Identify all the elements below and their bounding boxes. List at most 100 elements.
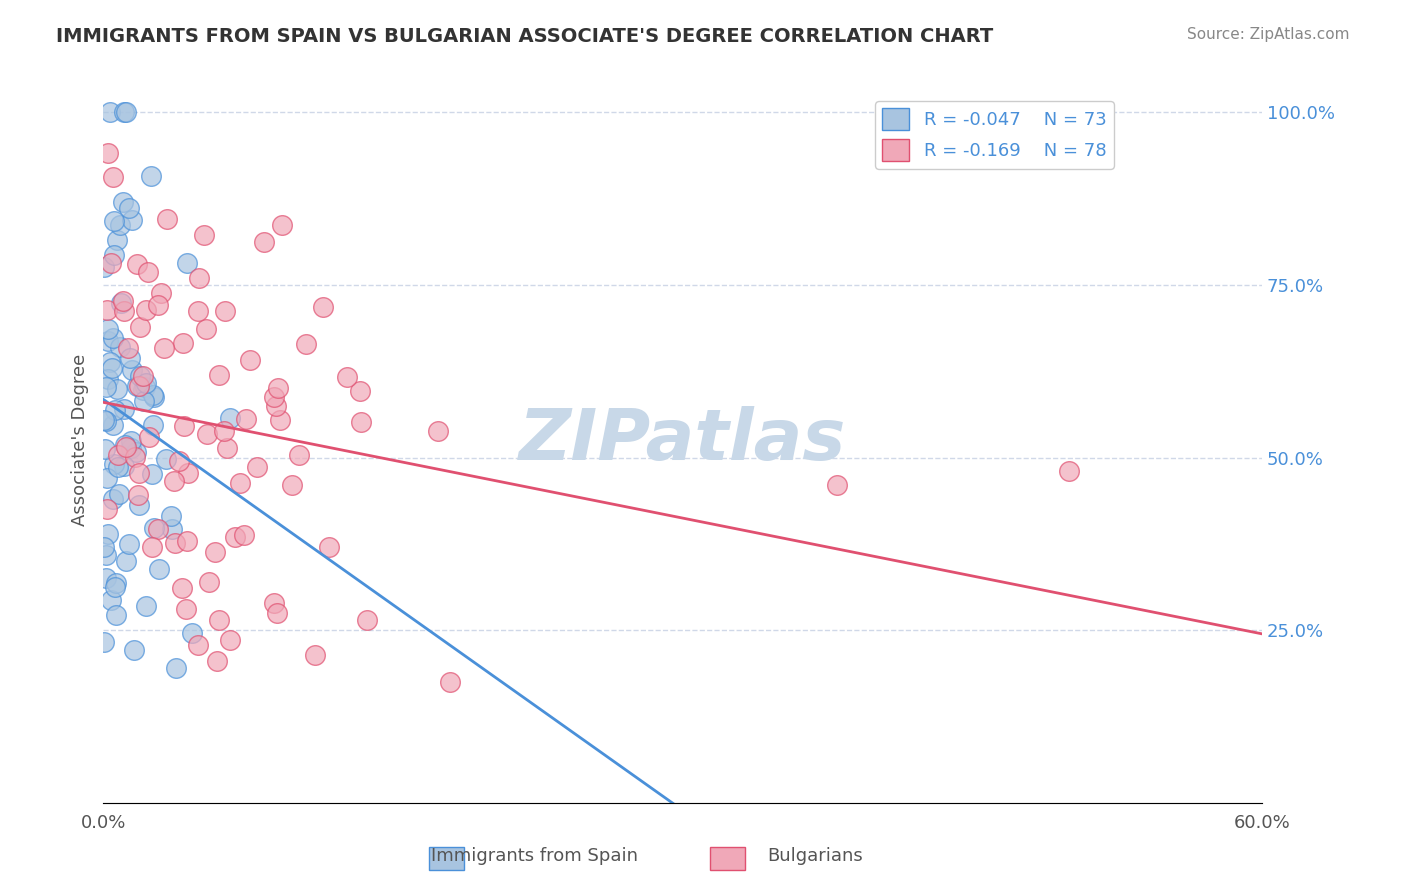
Point [129, 319, 152, 334]
Point [170, 582, 193, 596]
Point [139, 169, 162, 184]
Point [97, 527, 120, 541]
Point [128, 498, 150, 512]
Point [105, 233, 128, 247]
Point [228, 476, 250, 491]
Point [118, 351, 141, 365]
Point [136, 265, 159, 279]
Point [246, 460, 269, 475]
Point [94, 571, 117, 585]
Point [163, 474, 186, 488]
Point [115, 554, 138, 568]
Point [141, 540, 163, 554]
Point [1057, 465, 1080, 479]
Point [93, 635, 115, 649]
Point [124, 445, 146, 459]
Point [98, 105, 121, 120]
Point [107, 460, 129, 475]
Point [104, 581, 127, 595]
Point [266, 606, 288, 620]
Point [132, 383, 155, 397]
Point [155, 451, 177, 466]
Point [162, 522, 184, 536]
Point [224, 530, 246, 544]
Point [142, 521, 165, 535]
Point [135, 599, 157, 614]
Point [118, 202, 141, 216]
Point [142, 387, 165, 401]
Point [197, 574, 219, 589]
Point [103, 331, 125, 345]
Point [97, 322, 120, 336]
Point [173, 418, 195, 433]
Point [118, 537, 141, 551]
Point [121, 363, 143, 377]
Point [825, 478, 848, 492]
Point [100, 593, 122, 607]
Point [253, 235, 276, 250]
Point [263, 390, 285, 404]
Point [107, 448, 129, 462]
Point [194, 322, 217, 336]
Point [269, 413, 291, 427]
Point [114, 438, 136, 452]
Point [212, 425, 235, 439]
Point [103, 403, 125, 417]
Y-axis label: Associate's Degree: Associate's Degree [72, 354, 89, 526]
Point [312, 300, 335, 314]
Point [128, 466, 150, 480]
Point [93, 442, 115, 456]
Point [98, 354, 121, 368]
Point [93, 540, 115, 554]
Point [439, 675, 461, 690]
Point [124, 450, 146, 464]
Point [125, 378, 148, 392]
Point [141, 467, 163, 482]
Point [112, 459, 135, 474]
Point [267, 381, 290, 395]
Point [187, 638, 209, 652]
Point [356, 613, 378, 627]
Legend: R = -0.047    N = 73, R = -0.169    N = 78: R = -0.047 N = 73, R = -0.169 N = 78 [875, 101, 1114, 169]
Point [120, 434, 142, 448]
Point [177, 466, 200, 480]
Point [94, 549, 117, 563]
Point [103, 169, 125, 184]
Point [127, 257, 149, 271]
Point [138, 429, 160, 443]
Point [100, 256, 122, 270]
Point [208, 368, 231, 382]
Point [174, 602, 197, 616]
Point [94, 379, 117, 393]
Point [103, 491, 125, 506]
Point [156, 212, 179, 227]
Point [93, 260, 115, 275]
Point [336, 370, 359, 384]
Point [163, 535, 186, 549]
Point [105, 382, 128, 396]
Point [165, 661, 187, 675]
Point [96, 471, 118, 485]
Point [128, 379, 150, 393]
Point [122, 642, 145, 657]
Text: ZIPatlas: ZIPatlas [519, 406, 846, 475]
Point [264, 399, 287, 413]
Point [167, 454, 190, 468]
Point [114, 401, 136, 416]
Point [96, 145, 118, 160]
Point [104, 576, 127, 591]
Point [148, 562, 170, 576]
Point [148, 522, 170, 536]
Point [132, 394, 155, 409]
Point [142, 418, 165, 433]
Point [232, 528, 254, 542]
Point [427, 424, 450, 438]
Point [97, 372, 120, 386]
Point [288, 448, 311, 462]
Point [114, 105, 136, 120]
Point [96, 302, 118, 317]
Point [172, 336, 194, 351]
Point [214, 303, 236, 318]
Point [108, 487, 131, 501]
Point [129, 368, 152, 383]
